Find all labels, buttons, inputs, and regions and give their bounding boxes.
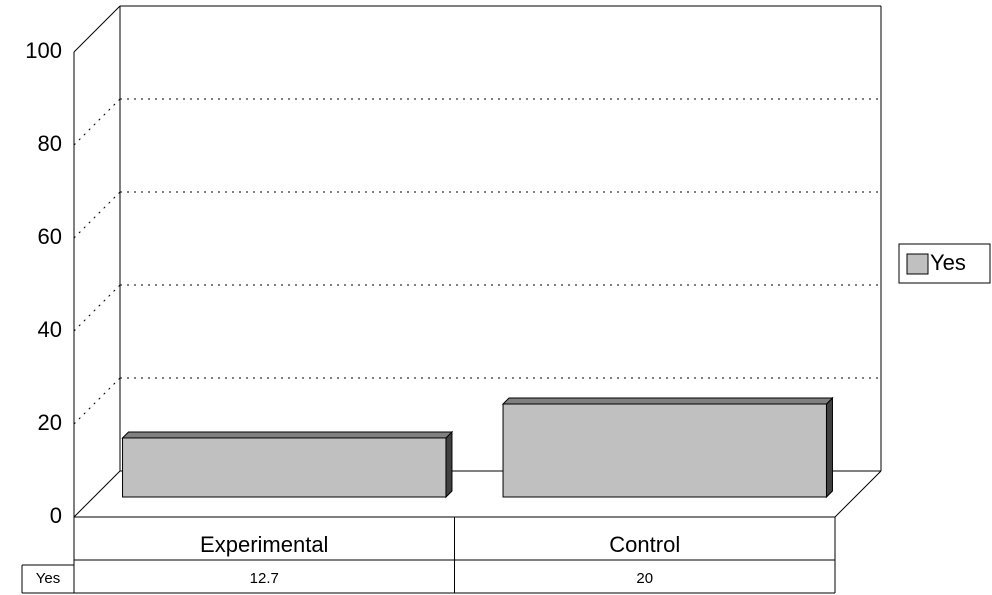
grid-line-side [73,284,121,332]
y-tick-label: 40 [38,317,62,342]
grid-line-side [73,470,121,518]
grid-line-side [73,98,121,146]
y-tick-label: 0 [50,503,62,528]
grid-line-side [73,377,121,425]
y-tick-label: 100 [25,38,62,63]
table-value: 12.7 [250,570,279,587]
bar [122,437,447,498]
legend-swatch [906,253,929,275]
x-tick-label: Control [609,532,680,557]
grid-line-side [73,5,121,53]
legend-label: Yes [930,250,966,275]
bar-top [501,397,834,405]
bar-side [825,396,833,499]
table-value: 20 [636,570,653,587]
floor-right [834,470,882,518]
y-tick-label: 60 [38,224,62,249]
bar-side [445,430,453,499]
y-tick-label: 20 [38,410,62,435]
bar [502,403,827,498]
table-row-label: Yes [36,570,60,587]
y-tick-label: 80 [38,131,62,156]
grid-line-side [73,191,121,239]
x-tick-label: Experimental [200,532,328,557]
bar-top [121,431,454,439]
